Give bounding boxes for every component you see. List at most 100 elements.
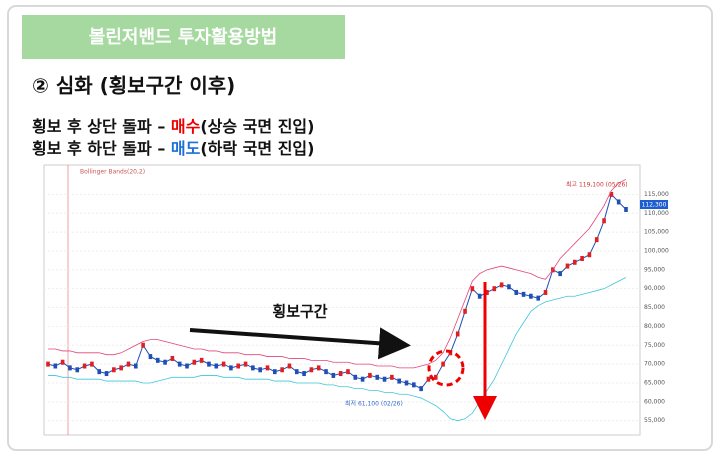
- price-marker: [346, 369, 350, 375]
- price-marker: [324, 369, 328, 375]
- price-marker: [185, 363, 189, 369]
- price-marker: [514, 289, 519, 295]
- y-tick-label: 55,000: [644, 417, 665, 424]
- price-marker: [104, 371, 109, 377]
- sell-text: 매도: [171, 139, 201, 158]
- low-label: 최저 61,100 (02/26): [345, 400, 403, 408]
- price-marker: [587, 252, 592, 258]
- legend: Bollinger Bands(20,2): [80, 169, 145, 176]
- rule-line: 횡보 후 상단 돌파 – 매수(상승 국면 진입): [32, 117, 314, 136]
- y-tick-label: 90,000: [644, 285, 665, 292]
- rule-text: (상승 국면 진입): [200, 117, 314, 136]
- y-tick-label: 80,000: [644, 323, 665, 330]
- price-marker: [419, 386, 423, 392]
- price-marker: [287, 363, 292, 369]
- price-marker: [558, 271, 562, 277]
- price-marker: [353, 374, 358, 380]
- rule-text: 횡보 후 하단 돌파 –: [32, 139, 171, 158]
- plot: 55,000 60,000 65,000 70,000 75,000 80,000 85,0…: [44, 178, 669, 424]
- price-marker: [82, 363, 87, 369]
- price-marker: [412, 382, 416, 388]
- price-marker: [207, 361, 211, 367]
- price-marker: [90, 361, 94, 367]
- price-marker: [112, 367, 116, 373]
- price-marker: [609, 191, 614, 197]
- price-marker: [390, 374, 394, 380]
- price-marker: [243, 361, 248, 367]
- plot-area: [43, 164, 641, 436]
- price-marker: [463, 308, 467, 314]
- section-title: ② 심화 (횡보구간 이후): [32, 74, 235, 98]
- price-marker: [602, 218, 606, 224]
- price-marker: [360, 376, 365, 382]
- range-label: 횡보구간: [272, 303, 327, 321]
- price-marker: [273, 369, 277, 375]
- price-marker: [624, 206, 628, 212]
- price-marker: [397, 378, 401, 384]
- price-marker: [565, 263, 570, 269]
- price-marker: [177, 361, 182, 367]
- y-tick-label: 70,000: [644, 361, 665, 368]
- y-tick-label: 110,000: [644, 210, 669, 217]
- series-line: [48, 277, 627, 422]
- price-marker: [433, 374, 438, 380]
- price-marker: [192, 359, 197, 365]
- price-marker: [492, 286, 497, 292]
- price-marker: [470, 286, 475, 292]
- y-tick-label: 75,000: [644, 342, 665, 349]
- price-marker: [485, 289, 489, 295]
- price-marker: [302, 371, 306, 377]
- price-marker: [46, 361, 50, 367]
- price-marker: [309, 367, 314, 373]
- price-marker: [214, 363, 219, 369]
- price-marker: [338, 371, 343, 377]
- price-marker: [221, 361, 226, 367]
- price-marker: [572, 259, 577, 265]
- price-marker: [536, 295, 541, 301]
- price-marker: [133, 363, 138, 369]
- price-marker: [507, 284, 511, 290]
- price-marker: [294, 369, 299, 375]
- price-marker: [68, 365, 72, 371]
- price-marker: [199, 357, 204, 363]
- price-marker: [126, 361, 131, 367]
- buy-text: 매수: [171, 117, 201, 136]
- price-marker: [60, 359, 65, 365]
- y-tick-label: 95,000: [644, 266, 665, 273]
- price-marker: [529, 293, 533, 299]
- price-marker: [229, 365, 233, 371]
- price-marker: [521, 291, 526, 297]
- price-marker: [382, 376, 387, 382]
- y-tick-label: 115,000: [644, 191, 669, 198]
- price-marker: [119, 365, 123, 371]
- price-marker: [441, 361, 445, 367]
- y-tick-label: 105,000: [644, 229, 669, 236]
- y-tick-label: 100,000: [644, 247, 669, 254]
- price-marker: [75, 367, 80, 373]
- current-box: [640, 200, 668, 209]
- series-line: [48, 178, 627, 369]
- price-marker: [616, 199, 621, 205]
- price-marker: [426, 376, 431, 382]
- range-arrow: [189, 327, 411, 360]
- y-tick-label: 85,000: [644, 304, 665, 311]
- banner-text: 볼린저밴드 투자활용방법: [89, 27, 277, 48]
- breakout-circle: [427, 349, 465, 387]
- price-marker: [97, 369, 102, 375]
- price-marker: [155, 357, 160, 363]
- price-marker: [455, 331, 460, 337]
- rule-text: 횡보 후 상단 돌파 –: [32, 117, 171, 136]
- banner: [22, 15, 345, 59]
- price-marker: [163, 359, 167, 365]
- price-marker: [148, 354, 153, 360]
- price-marker: [53, 363, 58, 369]
- price-marker: [170, 355, 175, 361]
- rule-line: 횡보 후 하단 돌파 – 매도(하락 국면 진입): [32, 139, 314, 158]
- current-label: 112,300: [642, 202, 667, 209]
- price-marker: [404, 380, 409, 386]
- price-marker: [375, 374, 380, 380]
- price-marker: [280, 367, 284, 373]
- y-tick-label: 60,000: [644, 398, 665, 405]
